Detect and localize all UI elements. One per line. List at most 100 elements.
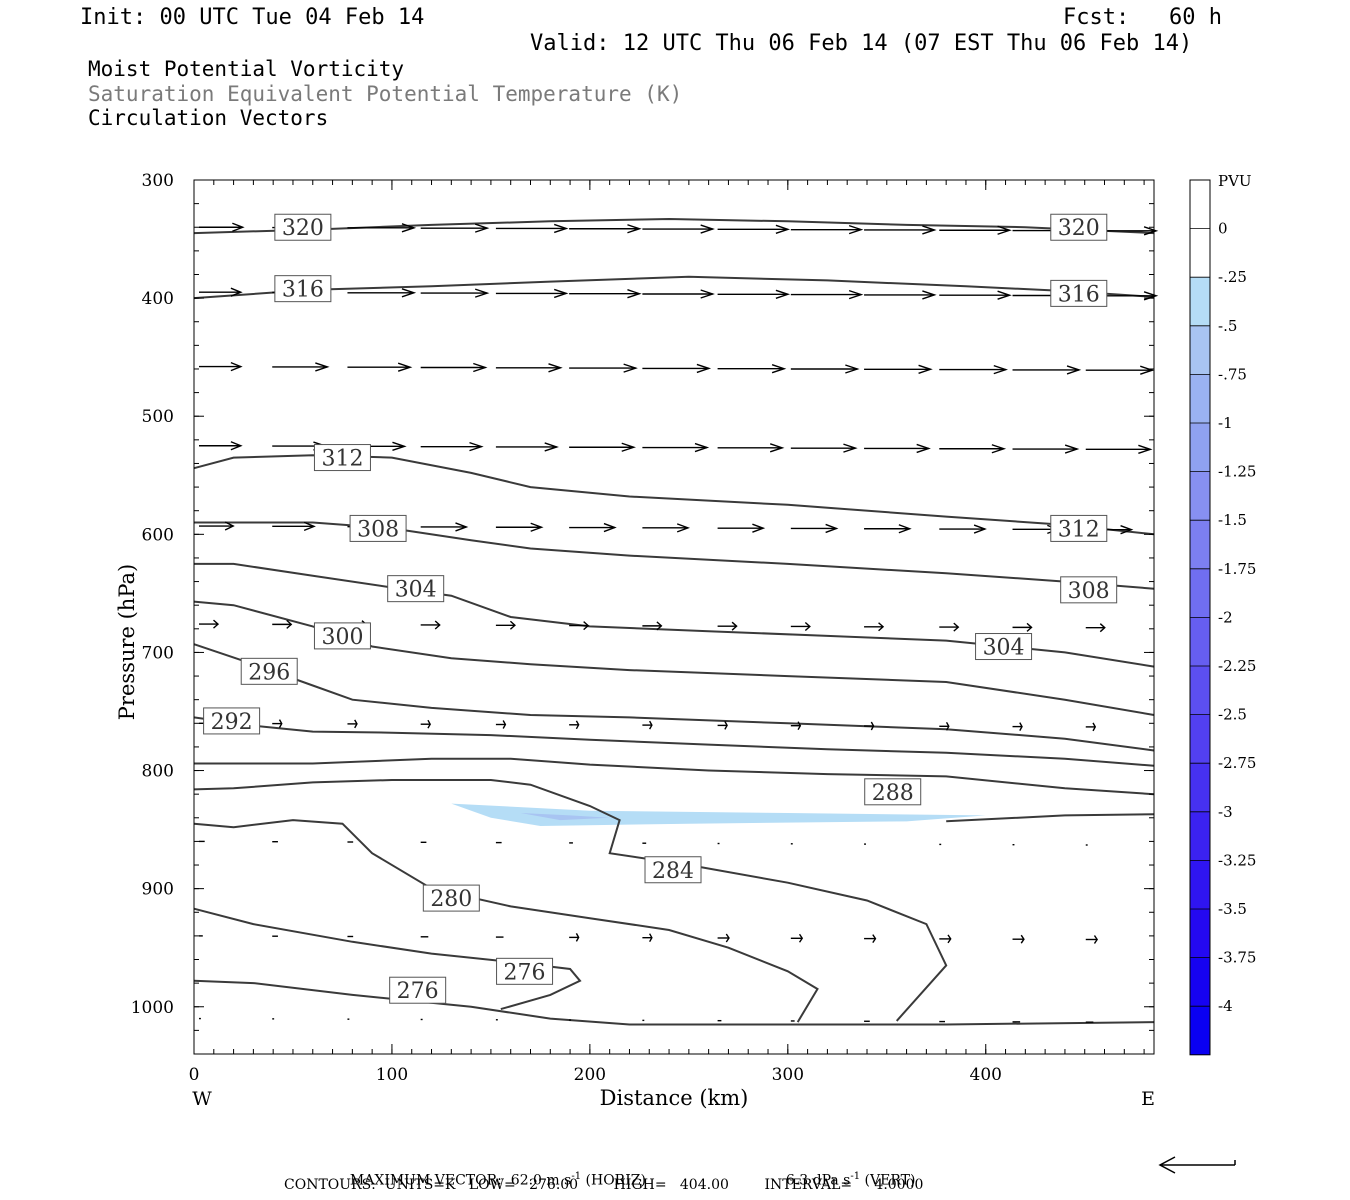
colorbar-swatch-4 bbox=[1190, 374, 1210, 423]
contour-label-7-0: 292 bbox=[211, 710, 253, 735]
colorbar-label-6: -1.5 bbox=[1218, 511, 1247, 529]
vector-head-0-3 bbox=[474, 223, 490, 233]
vector-head-1-0 bbox=[230, 287, 243, 297]
vector-head-1-2 bbox=[401, 288, 417, 298]
vector-head-6-9 bbox=[870, 721, 875, 731]
vector-head-8-7 bbox=[725, 933, 730, 943]
vector-head-2-10 bbox=[993, 364, 1009, 375]
y-tick-label-300: 300 bbox=[142, 171, 174, 191]
contour-label-4-1: 304 bbox=[983, 636, 1025, 661]
contour-label-0-0: 320 bbox=[282, 216, 324, 241]
vector-head-4-6 bbox=[676, 523, 690, 533]
colorbar-swatch-11 bbox=[1190, 714, 1210, 764]
vector-head-3-4 bbox=[544, 442, 559, 452]
contour-label-box-8-0 bbox=[864, 778, 922, 806]
colorbar-label-12: -3 bbox=[1218, 803, 1233, 821]
vector-head-8-12 bbox=[1093, 935, 1099, 944]
x-tick-label-0: 0 bbox=[189, 1065, 200, 1085]
y-tick-label-800: 800 bbox=[142, 762, 174, 782]
vector-head-1-10 bbox=[997, 290, 1012, 300]
contour-label-box-9-0 bbox=[644, 856, 702, 884]
colorbar-label-9: -2.25 bbox=[1218, 657, 1256, 675]
title-theta-es: Saturation Equivalent Potential Temperat… bbox=[88, 82, 683, 106]
init-time: Init: 00 UTC Tue 04 Feb 14 bbox=[80, 5, 425, 30]
y-tick-label-900: 900 bbox=[142, 880, 174, 900]
vector-head-0-5 bbox=[627, 224, 642, 234]
contour-label-box-7-0 bbox=[203, 707, 261, 735]
vector-head-6-6 bbox=[649, 720, 653, 730]
vector-head-2-4 bbox=[548, 363, 563, 373]
vector-head-5-7 bbox=[731, 621, 738, 631]
y-tick-label-600: 600 bbox=[142, 525, 174, 545]
x-tick-label-400: 400 bbox=[970, 1065, 1002, 1085]
footer-max-vector: MAXIMUM VECTOR: 62.0 m s-1 (HORIZ) bbox=[341, 1158, 646, 1188]
contour-276-13 bbox=[193, 979, 1155, 1026]
colorbar-label-3: -.75 bbox=[1218, 365, 1247, 383]
colorbar-swatch-8 bbox=[1190, 568, 1210, 618]
x-tick-label-200: 200 bbox=[574, 1065, 606, 1085]
reference-vector bbox=[1158, 1156, 1236, 1174]
contour-label-box-2-0 bbox=[313, 444, 371, 472]
vector-head-0-4 bbox=[553, 223, 569, 234]
vector-head-6-1 bbox=[278, 719, 283, 728]
vector-head-5-10 bbox=[953, 622, 960, 632]
vector-head-0-8 bbox=[848, 224, 864, 235]
vector-head-3-8 bbox=[843, 443, 858, 453]
vector-head-5-9 bbox=[878, 622, 885, 632]
vector-head-6-12 bbox=[1092, 722, 1097, 732]
contour-312-2 bbox=[193, 454, 1155, 536]
vector-head-4-9 bbox=[898, 524, 912, 534]
vector-head-6-11 bbox=[1019, 722, 1023, 731]
vector-head-6-5 bbox=[575, 720, 580, 730]
colorbar-swatch-9 bbox=[1190, 617, 1210, 666]
vector-head-2-7 bbox=[771, 364, 787, 374]
title-mpv: Moist Potential Vorticity bbox=[88, 57, 405, 81]
contour-label-box-1-0 bbox=[274, 275, 332, 303]
x-end-label-east: E bbox=[1141, 1088, 1155, 1110]
colorbar-label-15: -3.75 bbox=[1218, 949, 1256, 967]
vector-head-0-7 bbox=[775, 224, 791, 235]
vector-head-5-0 bbox=[213, 619, 220, 629]
colorbar-label-10: -2.5 bbox=[1218, 706, 1247, 724]
vector-head-5-3 bbox=[434, 620, 441, 630]
colorbar-swatch-15 bbox=[1190, 909, 1210, 958]
colorbar-label-11: -2.75 bbox=[1218, 754, 1256, 772]
colorbar-label-14: -3.5 bbox=[1218, 900, 1247, 918]
plot-frame bbox=[193, 179, 1155, 1055]
y-axis-label: Pressure (hPa) bbox=[115, 564, 139, 720]
contour-label-5-0: 300 bbox=[321, 625, 363, 650]
contour-label-box-3-0 bbox=[349, 514, 407, 542]
contour-label-9-0: 284 bbox=[652, 859, 694, 884]
vector-head-1-7 bbox=[775, 289, 791, 299]
vector-head-2-12 bbox=[1140, 365, 1155, 375]
contour-label-2-1: 312 bbox=[1058, 517, 1100, 542]
contour-288-8 bbox=[194, 757, 1155, 796]
axes-layer: 300 400 500 600 700 800 900 1000 0 100 200 300 400 W E… bbox=[115, 171, 1155, 1110]
colorbar-swatch-13 bbox=[1190, 811, 1210, 861]
vector-head-4-3 bbox=[455, 522, 469, 532]
contour-284-10 bbox=[946, 813, 1155, 823]
vector-head-2-2 bbox=[397, 362, 413, 372]
colorbar-label-16: -4 bbox=[1218, 997, 1233, 1015]
contour-label-box-12-0 bbox=[496, 957, 554, 985]
colorbar: PVU 0 -.25 -.5 -.75 -1 -1.25 -1.5 -1.75 -2 -2.25 -2… bbox=[1189, 172, 1256, 1056]
contour-280-11 bbox=[193, 819, 819, 1023]
vector-head-1-6 bbox=[700, 289, 715, 299]
colorbar-swatch-17 bbox=[1190, 1006, 1210, 1055]
vector-head-3-5 bbox=[621, 442, 636, 452]
vector-head-5-12 bbox=[1099, 623, 1106, 633]
colorbar-label-7: -1.75 bbox=[1218, 560, 1256, 578]
x-tick-label-300: 300 bbox=[772, 1065, 804, 1085]
contour-label-box-3-1 bbox=[1060, 576, 1118, 604]
colorbar-swatch-5 bbox=[1190, 423, 1210, 472]
contour-label-1-1: 316 bbox=[1058, 282, 1100, 307]
colorbar-swatch-14 bbox=[1190, 860, 1210, 909]
contour-label-0-1: 320 bbox=[1058, 216, 1100, 241]
vector-head-4-5 bbox=[603, 522, 617, 533]
footer-max-vector-vert: 6.3 dPa s-1 (VERT) bbox=[777, 1158, 916, 1188]
vector-head-5-1 bbox=[286, 619, 293, 629]
vector-head-5-11 bbox=[1026, 622, 1033, 632]
contour-label-box-0-0 bbox=[274, 213, 332, 241]
contour-label-box-1-1 bbox=[1050, 279, 1108, 307]
contour-label-box-6-0 bbox=[240, 657, 298, 685]
